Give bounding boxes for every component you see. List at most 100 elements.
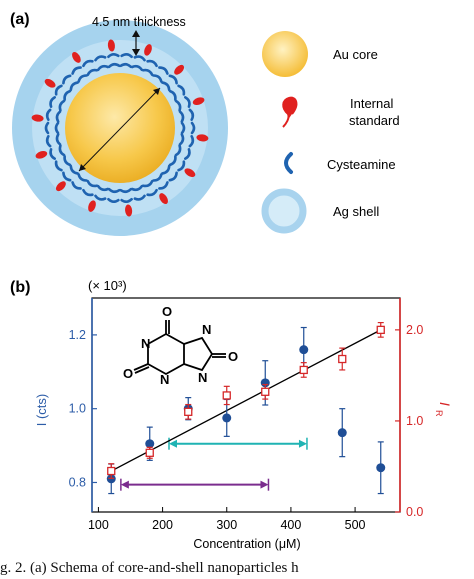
data-point-ratio — [299, 365, 308, 375]
cysteamine-ligand — [184, 148, 191, 160]
data-point-ratio — [222, 391, 231, 400]
cysteamine-ligand — [168, 155, 177, 167]
internal-standard-drop-icon — [282, 96, 298, 128]
atom-O-left: O — [123, 366, 133, 381]
atom-N-top-right: N — [202, 322, 211, 337]
cysteamine-ligand — [44, 121, 50, 135]
cysteamine-ligand — [161, 164, 171, 175]
internal-standard-molecule — [55, 181, 66, 192]
cysteamine-ligand — [184, 96, 191, 108]
left-y-tick-label: 0.8 — [69, 475, 86, 489]
data-point-ratio — [338, 354, 347, 364]
cysteamine-ligand — [146, 188, 158, 197]
cysteamine-ligand — [49, 148, 56, 160]
cysteamine-ligand — [69, 164, 79, 175]
diameter-arrowhead — [79, 164, 86, 171]
cysteamine-ligand — [94, 194, 107, 201]
cysteamine-ligand — [82, 188, 94, 197]
cysteamine-ligand — [62, 171, 72, 182]
cysteamine-ligand — [133, 55, 146, 62]
cysteamine-ligand — [152, 173, 163, 182]
right-y-tick-label: 1.0 — [406, 414, 423, 428]
legend: Au core Internal standard Cysteamine Ag … — [261, 31, 400, 234]
range-arrowhead — [298, 439, 307, 448]
x-tick-label: 100 — [88, 518, 109, 532]
atom-O-top: O — [162, 304, 172, 319]
cysteamine-ligand — [120, 53, 133, 59]
internal-standard-molecule — [88, 200, 96, 212]
internal-standard-molecule — [184, 168, 196, 178]
cysteamine-ligand — [188, 135, 195, 148]
cysteamine-ligand — [141, 179, 154, 188]
chart-marks: 100 200 300 400 500 0.8 1.0 1.2 0.0 1.0 2.0 — [69, 321, 423, 532]
cysteamine-ligand — [108, 62, 121, 69]
panel-b-label: (b) — [10, 279, 30, 296]
cysteamine-ligand — [45, 135, 52, 148]
cysteamine-ligand — [161, 81, 171, 92]
atom-O-right: O — [228, 349, 238, 364]
cysteamine-ligand — [63, 89, 72, 101]
range-arrowhead — [120, 480, 129, 489]
cysteamine-ligand — [141, 68, 154, 77]
cysteamine-ligand — [107, 197, 120, 203]
data-point-intensity — [145, 439, 155, 449]
core-diameter-line — [78, 87, 161, 172]
cysteamine-ligand — [190, 121, 196, 135]
cysteamine-ligand — [58, 144, 66, 157]
internal-standard-molecule — [144, 44, 152, 56]
cysteamine-ligand — [120, 197, 133, 203]
x-tick-label: 400 — [280, 518, 301, 532]
cysteamine-ligand — [180, 121, 186, 135]
legend-cysteamine: Cysteamine — [327, 157, 396, 172]
internal-standard-molecule — [31, 114, 44, 122]
cysteamine-arc-icon — [284, 152, 293, 174]
cysteamine-ligand — [77, 173, 88, 182]
cysteamine-ligand — [174, 144, 182, 157]
right-y-tick-label: 2.0 — [406, 323, 423, 337]
cysteamine-ligand — [49, 96, 56, 108]
cysteamine-ligand — [119, 187, 132, 194]
data-point-intensity — [376, 463, 386, 473]
right-y-axis-label: I R — [434, 402, 453, 417]
legend-internal-line1: Internal — [350, 96, 393, 111]
cysteamine-ligand — [152, 74, 163, 83]
right-y-axis-label-main: I — [437, 402, 453, 406]
cysteamine-ligand — [168, 74, 178, 85]
cysteamine-ligand — [177, 84, 186, 96]
atom-N-left: N — [141, 336, 150, 351]
x-tick-label: 300 — [216, 518, 237, 532]
range-arrowhead — [169, 439, 177, 448]
cysteamine-ligand — [168, 171, 178, 182]
cysteamine-ligand — [62, 74, 72, 85]
cysteamine-ligand — [94, 55, 107, 62]
cysteamine-ligand — [54, 121, 60, 135]
panel-a: (a) — [10, 11, 400, 236]
cysteamine-ligand — [188, 108, 195, 121]
cysteamine-ligand — [119, 62, 132, 69]
internal-standard-molecule — [196, 134, 209, 142]
cysteamine-ligand — [63, 155, 72, 167]
plot-frame — [91, 297, 401, 513]
cysteamine-ligand — [158, 181, 169, 190]
cysteamine-layer — [31, 39, 209, 217]
cysteamine-ligand — [158, 66, 169, 75]
nanoparticle-schematic: 4.5 nm thickness — [12, 15, 228, 236]
cysteamine-ligand — [45, 108, 52, 121]
ag-shell-ring-icon — [261, 188, 307, 234]
internal-standard-molecule — [107, 39, 115, 52]
chemical-atom-labels: O N O N N O N — [123, 304, 238, 387]
cysteamine-ligand — [54, 84, 63, 96]
right-y-axis-label-sub: R — [434, 410, 444, 417]
legend-internal-line2: standard — [349, 113, 400, 128]
cysteamine-ligand — [133, 194, 146, 201]
data-point-ratio — [261, 387, 270, 396]
cysteamine-ligand — [146, 59, 158, 68]
x-tick-label: 500 — [345, 518, 366, 532]
cysteamine-ligand — [54, 160, 63, 172]
data-point-intensity — [222, 413, 232, 423]
cysteamine-ligand — [58, 99, 66, 112]
figure-caption-fragment: g. 2. (a) Schema of core-and-shell nanop… — [0, 560, 299, 576]
diameter-arrowhead — [153, 88, 160, 95]
cysteamine-ligand — [86, 179, 99, 188]
cysteamine-ligand — [77, 74, 88, 83]
